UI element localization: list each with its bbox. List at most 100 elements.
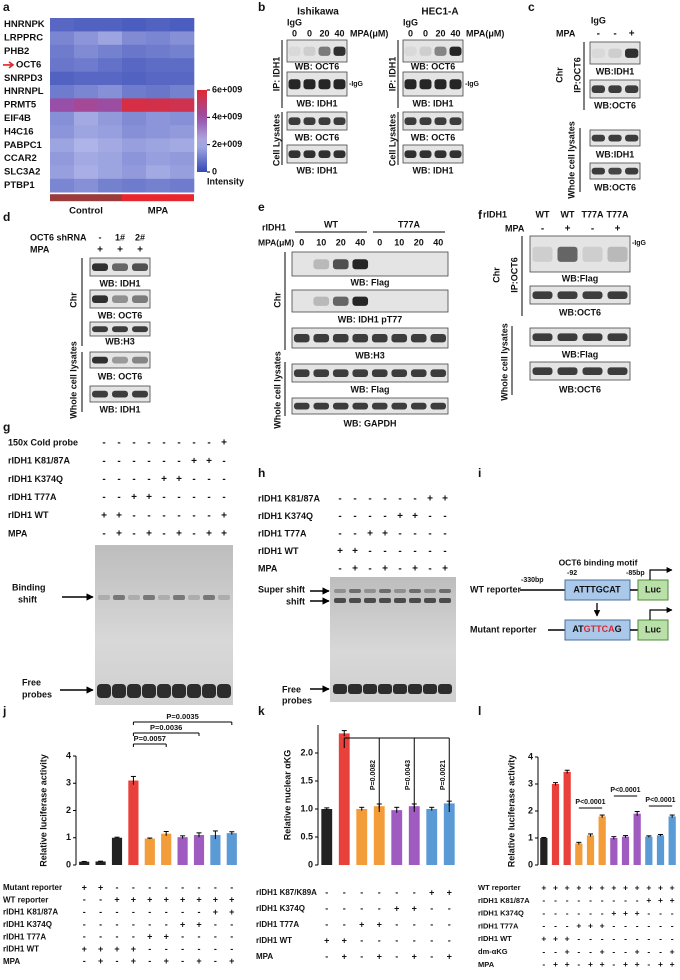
band	[332, 369, 349, 377]
band	[449, 117, 462, 125]
condition-sign: -	[430, 919, 433, 929]
band	[557, 333, 578, 341]
condition-sign: -	[413, 494, 416, 505]
gene-label: PHB2	[4, 46, 29, 57]
bar	[144, 838, 155, 865]
gel-band	[333, 684, 347, 694]
condition-sign: +	[565, 882, 570, 892]
bar	[575, 843, 583, 865]
colorbar-tick-label: 6e+009	[212, 84, 242, 94]
gel-band	[379, 589, 391, 593]
heatmap-cell	[74, 98, 99, 113]
condition-sign: +	[164, 895, 169, 905]
condition-sign: -	[165, 882, 168, 892]
condition-sign: +	[377, 919, 382, 929]
gel-band	[348, 684, 362, 694]
condition-sign: +	[553, 933, 558, 943]
band	[132, 295, 148, 303]
condition-sign: -	[353, 494, 356, 505]
lane-label: 20	[319, 28, 329, 38]
condition-sign: -	[378, 935, 381, 945]
gel-band	[173, 595, 185, 600]
y-tick-label: 4	[528, 751, 533, 761]
y-tick-label: 2	[66, 805, 71, 815]
condition-sign: +	[553, 959, 558, 969]
colorbar	[197, 90, 207, 172]
sequence: ATTTGCAT	[573, 584, 621, 594]
heatmap-cell	[74, 71, 99, 86]
band	[333, 117, 346, 125]
lysates-label: Cell Lysates	[387, 114, 397, 166]
blot-label: WB: Flag	[351, 277, 390, 287]
condition-sign: -	[132, 919, 135, 929]
bar	[373, 806, 385, 865]
blot	[89, 351, 151, 369]
condition-sign: +	[147, 932, 152, 942]
heatmap-cell	[170, 44, 195, 59]
heatmap-cell	[146, 71, 171, 86]
p-value: P=0.0035	[166, 712, 198, 721]
p-value: P=0.0043	[405, 760, 412, 790]
lane-header: IgG	[287, 17, 302, 27]
panel-letter: e	[258, 200, 265, 214]
igg-marker: -IgG	[465, 81, 480, 88]
condition-sign: +	[206, 529, 212, 540]
condition-sign: +	[131, 895, 136, 905]
condition-sign: -	[116, 907, 119, 917]
y-tick-label: 1.5	[300, 775, 313, 785]
heatmap-cell	[74, 85, 99, 99]
condition-sign: -	[214, 919, 217, 929]
band	[582, 246, 603, 262]
band	[557, 246, 578, 262]
group-label: WT	[324, 219, 338, 229]
condition-sign: -	[659, 933, 662, 943]
band	[112, 295, 128, 303]
group-bar	[122, 194, 194, 202]
condition-sign: +	[367, 529, 373, 540]
condition-sign: +	[196, 895, 201, 905]
lane-header: IgG	[591, 15, 606, 25]
gel-band	[203, 595, 215, 600]
bar	[193, 835, 205, 865]
condition-sign: +	[229, 956, 234, 966]
band	[112, 263, 128, 271]
condition-sign: -	[554, 946, 557, 956]
condition-sign: -	[612, 946, 615, 956]
condition-label: rIDH1 K87/K89A	[256, 888, 317, 897]
fraction-label: Whole cell lysates	[272, 351, 282, 429]
condition-sign: +	[342, 951, 347, 961]
heatmap-cell	[98, 44, 123, 59]
y-tick-label: 0	[66, 859, 71, 869]
condition-sign: -	[624, 946, 627, 956]
gel-band	[98, 595, 110, 600]
band	[419, 150, 432, 158]
band	[288, 46, 301, 56]
condition-sign: -	[566, 895, 569, 905]
gel-band	[439, 589, 451, 593]
condition-sign: -	[612, 959, 615, 969]
position-label: -85bp	[626, 570, 645, 577]
bar	[128, 780, 139, 865]
condition-sign: -	[165, 907, 168, 917]
condition-sign: -	[542, 908, 545, 918]
heatmap-cell	[170, 58, 195, 72]
condition-label: rIDH1 WT	[258, 546, 299, 556]
band	[449, 150, 462, 158]
p-value: P=0.0021	[440, 760, 447, 790]
blot	[402, 39, 464, 63]
condition-sign: -	[192, 529, 195, 540]
condition-sign: -	[448, 903, 451, 913]
annotation: Binding	[12, 582, 46, 592]
heatmap-cell	[146, 111, 171, 126]
bar	[356, 809, 368, 865]
condition-sign: -	[207, 474, 210, 485]
panel-letter: c	[528, 0, 535, 14]
band	[288, 150, 301, 158]
condition-sign: +	[397, 511, 403, 522]
condition-sign: +	[646, 895, 651, 905]
gene-label: SLC3A2	[4, 167, 40, 178]
condition-sign: -	[542, 946, 545, 956]
condition-sign: -	[325, 951, 328, 961]
condition-sign: -	[102, 492, 105, 503]
heatmap-cell	[170, 85, 195, 99]
